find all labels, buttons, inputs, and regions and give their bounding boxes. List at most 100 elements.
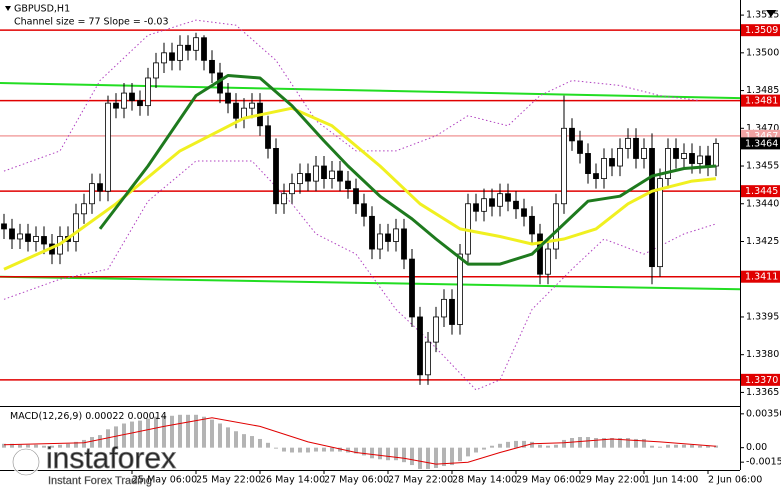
candle-body [345,180,351,190]
candle-body [169,52,175,61]
candle-body [137,100,143,107]
macd-bar [490,445,494,448]
candle-body [1,223,7,230]
candle-body [649,148,655,268]
candle-body [297,173,303,185]
macd-title: MACD(12,26,9) [10,411,82,422]
candle-body [393,228,399,242]
macd-bar [578,437,582,448]
candle-body [497,193,503,207]
x-tick-label: 27 May 22:00 [388,475,453,486]
macd-bar [474,447,478,453]
x-tick-label: 1 Jun 14:00 [644,475,698,486]
level-label: 1.3467 [745,131,778,142]
dropdown-arrow[interactable] [766,10,776,17]
macd-bar [50,445,54,448]
macd-bar [290,447,294,453]
candle-body [89,183,95,205]
level-label-box [741,94,780,107]
candle-body [105,102,111,192]
macd-bar [346,447,350,453]
macd-bar [266,442,270,448]
level-label: 1.3464 [745,138,778,149]
level-label-box [741,137,780,150]
y-tick-label: 1.3425 [746,236,779,247]
candle-body [577,140,583,154]
candle-body [609,158,615,167]
macd-bar [354,447,358,454]
candle-body [273,148,279,205]
candle-body [505,193,511,202]
candle-body [145,77,151,107]
candle-body [633,137,639,159]
macd-bar [666,444,670,448]
macd-bar [626,438,630,448]
y-tick-label: 1.3440 [746,198,779,209]
macd-bar [594,438,598,448]
macd-bar [298,447,302,453]
symbol-marker [5,6,11,11]
watermark: instaforex Instant Forex Trading [11,442,176,487]
macd-bar [434,447,438,468]
macd-bar [586,437,590,448]
candle-body [585,153,591,174]
candle-body [161,52,167,64]
macd-bar [114,426,118,448]
candle-body [193,37,199,51]
candle-body [9,228,15,240]
macd-bar [370,447,374,459]
macd-bar [658,446,662,448]
candle-body [249,102,255,109]
macd-reading: 0.00022 [85,411,124,422]
candle-body [377,233,383,250]
candle-body [17,233,23,240]
candle-body [425,341,431,376]
macd-bar [554,444,558,448]
y-tick-label: -0.00150 [746,457,781,468]
x-tick-label: 25 May 22:00 [196,475,261,486]
band-line [3,19,701,172]
candle-body [97,183,103,192]
candle-body [153,62,159,79]
moving-average [98,74,717,266]
macd-bar [538,444,542,448]
candle-body [457,253,463,325]
macd-bar [610,438,614,448]
candle-body [41,236,47,245]
macd-bar [642,438,646,448]
macd-bar [522,440,526,448]
macd-bar [706,445,710,448]
candle-body [321,165,327,180]
x-tick-label: 2 Jun 06:00 [708,475,762,486]
candle-body [449,298,455,325]
macd-bar [362,447,366,456]
macd-bar [194,414,198,448]
macd-bar [458,447,462,462]
moving-average [3,106,717,271]
macd-bar [450,447,454,466]
macd-bar [618,438,622,448]
candle-body [185,44,191,51]
candle-body [33,236,39,242]
candle-body [561,127,567,205]
candle-body [441,298,447,318]
band-line [3,160,717,391]
candle-body [689,153,695,164]
watermark-logo-outline [12,448,40,476]
macd-bar [90,437,94,448]
candle-body [513,200,519,210]
candle-body [201,37,207,61]
macd-bar [338,447,342,452]
macd-bar [498,443,502,448]
macd-bar [178,414,182,448]
macd-bar [650,445,654,448]
candle-body [489,198,495,207]
macd-bar [34,444,38,448]
macd-bar [322,447,326,452]
candle-body [73,213,79,242]
candle-body [313,165,319,182]
macd-bar [482,447,486,450]
macd-bar [562,439,566,448]
macd-bar [66,443,70,448]
channel-info: Channel size = 77 Slope = -0.03 [14,17,169,28]
